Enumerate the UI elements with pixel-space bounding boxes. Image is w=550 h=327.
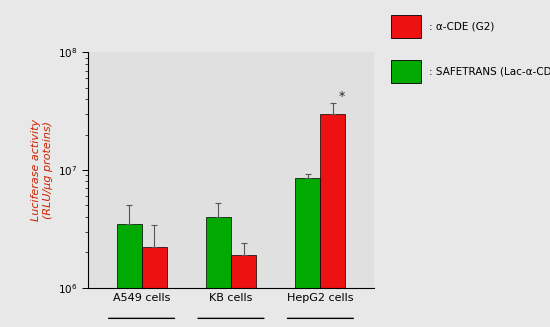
Text: : SAFETRANS (Lac-α-CDE): : SAFETRANS (Lac-α-CDE) xyxy=(429,67,550,77)
Bar xyxy=(117,224,142,327)
Text: : α-CDE (G2): : α-CDE (G2) xyxy=(429,21,494,31)
Bar xyxy=(231,255,256,327)
Bar xyxy=(142,248,167,327)
Bar xyxy=(320,114,345,327)
Text: *: * xyxy=(338,90,344,103)
Bar xyxy=(295,178,320,327)
Y-axis label: Luciferase activity
(RLU/µg proteins): Luciferase activity (RLU/µg proteins) xyxy=(31,119,53,221)
Bar xyxy=(206,217,231,327)
